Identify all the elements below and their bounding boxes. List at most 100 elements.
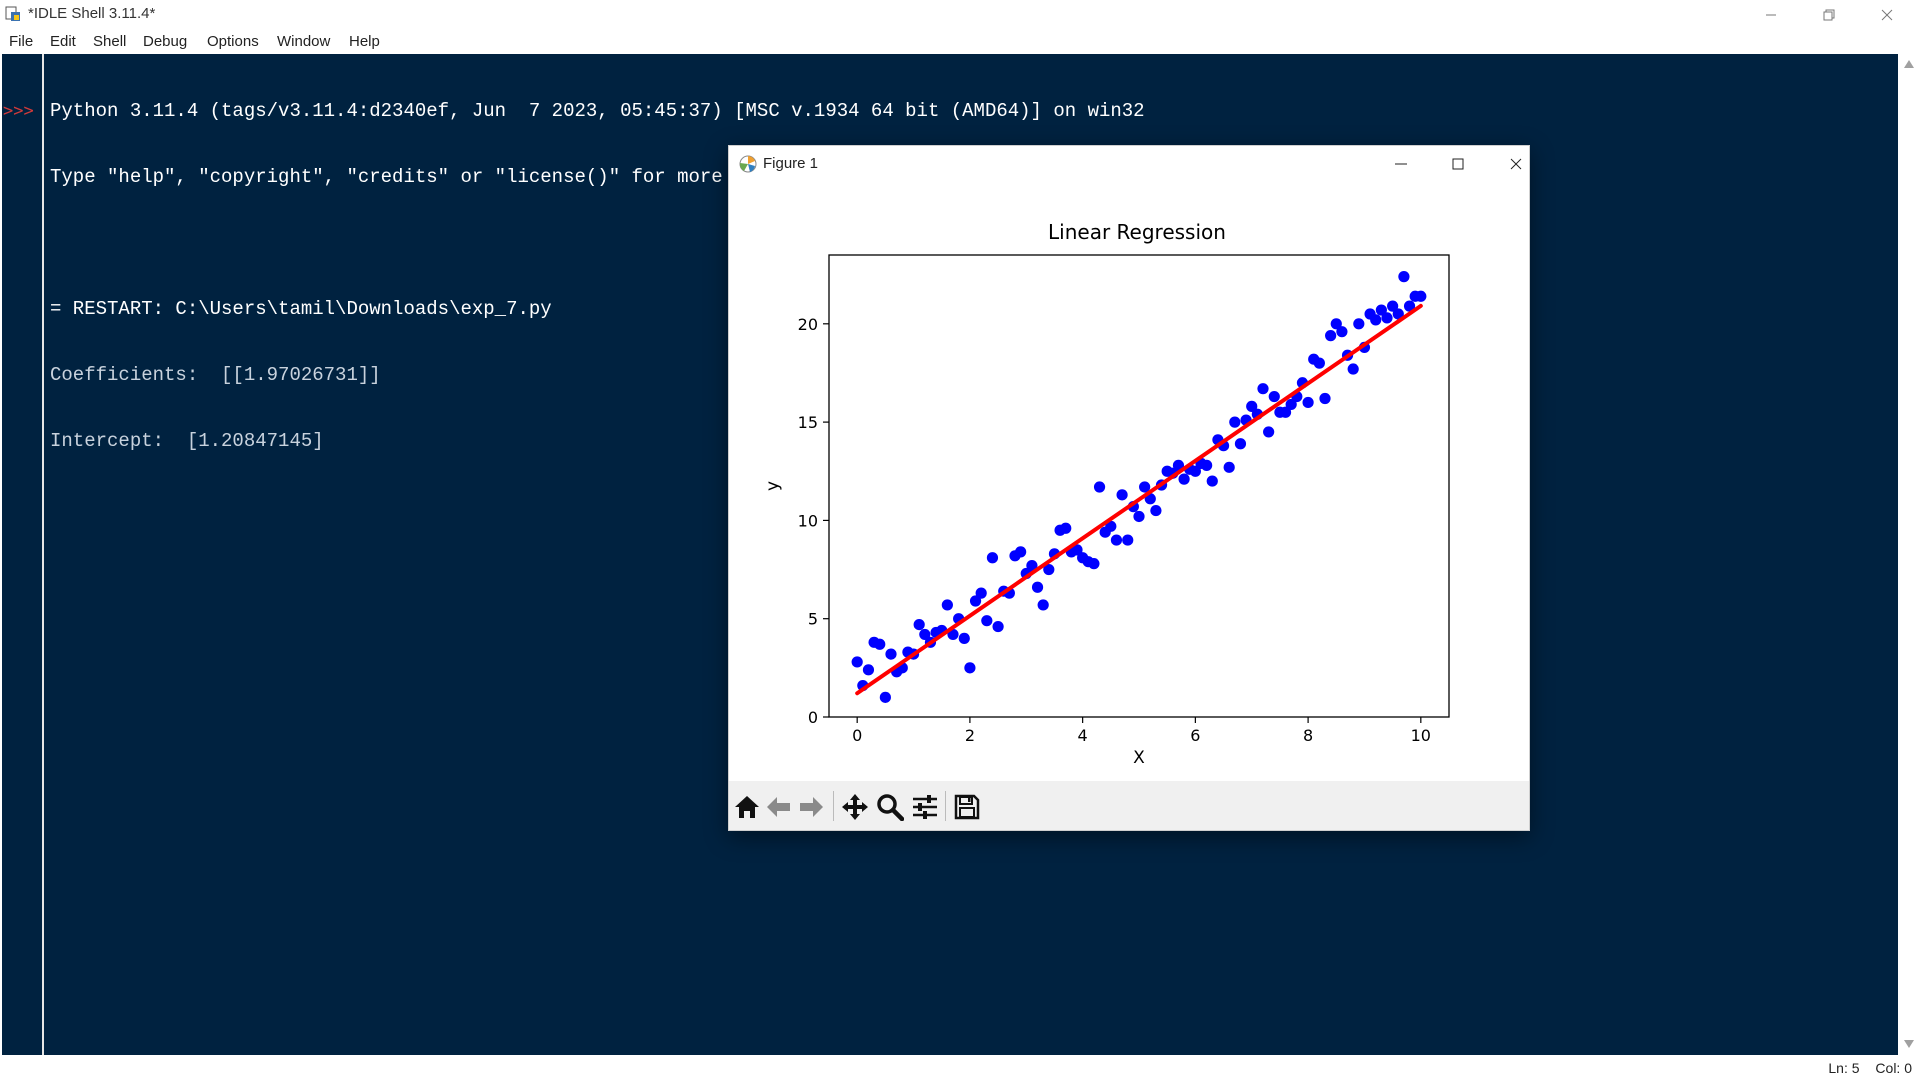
data-point <box>1398 271 1410 283</box>
window-title: *IDLE Shell 3.11.4* <box>28 5 156 22</box>
minimize-icon <box>1766 14 1776 15</box>
plot-canvas[interactable]: Linear Regression X y 0 2 4 6 8 10 0 5 10 15 20 <box>729 182 1529 781</box>
scroll-down-icon[interactable] <box>1904 1040 1914 1048</box>
data-point <box>1387 300 1399 312</box>
data-point <box>1319 392 1331 405</box>
data-point <box>1257 383 1269 395</box>
data-point <box>981 615 993 627</box>
data-point <box>986 552 999 564</box>
menu-edit[interactable]: Edit <box>50 33 76 50</box>
data-point <box>879 691 891 703</box>
data-point <box>913 619 925 631</box>
data-point <box>1279 406 1292 418</box>
data-point <box>1246 400 1258 412</box>
minimize-button[interactable] <box>1742 0 1800 29</box>
pan-icon <box>842 794 868 820</box>
close-button[interactable] <box>1858 0 1916 29</box>
data-point <box>1302 396 1314 409</box>
x-axis-label: X <box>1133 748 1145 768</box>
data-point <box>975 587 987 599</box>
data-point <box>1189 465 1201 477</box>
data-point <box>1325 330 1337 342</box>
menu-file[interactable]: File <box>9 33 34 50</box>
gutter-separator <box>42 54 44 1055</box>
home-icon <box>735 796 759 818</box>
toolbar-separator <box>833 791 834 821</box>
status-col: Col: 0 <box>1875 1060 1912 1076</box>
data-point <box>1263 426 1275 438</box>
y-tick-label: 5 <box>808 610 818 629</box>
data-point <box>1392 308 1404 320</box>
data-point <box>919 628 931 641</box>
menu-options[interactable]: Options <box>207 33 259 50</box>
figure-title: Figure 1 <box>763 155 819 172</box>
maximize-icon <box>1452 158 1464 170</box>
close-icon <box>1510 158 1522 170</box>
data-point <box>1031 581 1044 593</box>
data-point <box>992 620 1004 633</box>
data-point <box>1105 520 1117 532</box>
y-tick-label: 10 <box>798 511 818 530</box>
menu-help[interactable]: Help <box>349 33 380 50</box>
figure-title-bar: Figure 1 <box>729 146 1529 182</box>
menu-debug[interactable]: Debug <box>143 33 188 50</box>
home-button[interactable] <box>731 791 763 823</box>
minimize-icon <box>1395 163 1407 165</box>
data-point <box>969 595 982 607</box>
title-bar: *IDLE Shell 3.11.4* <box>0 0 1920 29</box>
zoom-button[interactable] <box>874 791 906 823</box>
data-point <box>1285 398 1297 411</box>
data-point <box>1381 312 1393 324</box>
data-point <box>1037 599 1049 611</box>
y-tick-label: 15 <box>798 413 818 432</box>
regression-chart: Linear Regression X y 0 2 4 6 8 10 0 5 10 15 20 <box>763 220 1450 768</box>
data-point <box>1375 304 1387 316</box>
data-point <box>1347 363 1359 375</box>
figure-minimize-button[interactable] <box>1381 149 1421 179</box>
figure-maximize-button[interactable] <box>1438 149 1478 179</box>
figure-window[interactable]: Figure 1 Linear Regression X y 0 2 4 6 8 10 0… <box>728 145 1530 831</box>
status-line: Ln: 5 <box>1828 1060 1860 1076</box>
regression-fit-line <box>855 303 1423 696</box>
data-point <box>1110 534 1123 546</box>
back-arrow-icon <box>767 797 790 817</box>
data-point <box>1353 318 1365 330</box>
scroll-up-icon[interactable] <box>1904 60 1914 68</box>
forward-arrow-icon <box>800 797 823 817</box>
vertical-scrollbar[interactable] <box>1898 54 1920 1055</box>
status-bar: Ln: 5 Col: 0 <box>0 1055 1920 1080</box>
data-point <box>1206 475 1218 487</box>
shell-line-intercept: Intercept: [1.20847145] <box>50 430 324 452</box>
pan-button[interactable] <box>839 791 871 823</box>
data-point <box>1268 390 1280 403</box>
save-icon <box>954 794 980 820</box>
forward-button[interactable] <box>795 791 827 823</box>
shell-line-banner: Python 3.11.4 (tags/v3.11.4:d2340ef, Jun… <box>50 100 1145 122</box>
data-point <box>1133 510 1145 523</box>
figure-close-button[interactable] <box>1496 149 1536 179</box>
data-point <box>1139 481 1151 493</box>
configure-subplots-button[interactable] <box>909 791 941 823</box>
menu-bar: File Edit Shell Debug Options Window Hel… <box>0 29 1920 54</box>
scatter-points <box>851 271 1427 703</box>
data-point <box>1093 481 1106 493</box>
data-point <box>1330 318 1342 330</box>
shell-prompt: >>> <box>3 101 34 121</box>
data-point <box>851 656 863 668</box>
data-point <box>964 662 976 674</box>
restore-button[interactable] <box>1800 0 1858 29</box>
back-button[interactable] <box>763 791 795 823</box>
data-point <box>1370 314 1382 326</box>
data-point <box>1088 558 1100 570</box>
menu-window[interactable]: Window <box>277 33 331 50</box>
data-point <box>1336 326 1348 338</box>
x-tick-label: 2 <box>965 726 975 745</box>
data-point <box>1313 357 1325 369</box>
menu-shell[interactable]: Shell <box>93 33 127 50</box>
matplotlib-icon <box>739 155 757 173</box>
save-button[interactable] <box>951 791 983 823</box>
data-point <box>1060 522 1072 534</box>
data-point <box>1223 461 1235 473</box>
data-point <box>1116 489 1128 501</box>
x-tick-label: 6 <box>1190 726 1200 745</box>
